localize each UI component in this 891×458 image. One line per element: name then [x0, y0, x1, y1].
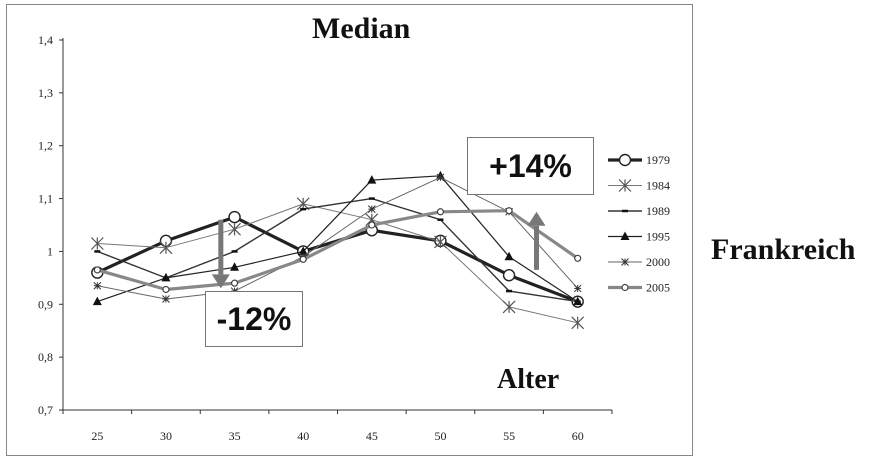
x-tick-label: 25 [91, 429, 103, 443]
chart-title: Median [312, 12, 411, 45]
data-point-2005 [93, 266, 101, 274]
legend-item-1989: 1989 [608, 204, 670, 218]
legend-label: 1984 [646, 179, 670, 193]
legend-swatch-marker [621, 258, 629, 266]
y-tick-label: 1,1 [38, 192, 53, 206]
series-line-1995 [97, 175, 579, 303]
data-point-1995 [92, 296, 102, 306]
data-point-2005 [299, 255, 307, 263]
data-point-1984 [159, 241, 173, 255]
series-line-2005 [96, 209, 579, 292]
x-tick-label: 60 [572, 429, 584, 443]
legend-item-1979: 1979 [608, 153, 670, 167]
data-point-1984 [571, 316, 585, 330]
legend-label: 2005 [646, 281, 670, 295]
series-1995 [92, 170, 583, 306]
data-point-2000 [162, 295, 170, 303]
legend-item-1995: 1995 [608, 230, 670, 244]
increase-callout: +14% [467, 137, 594, 195]
data-point-2000 [573, 284, 582, 293]
legend-item-1984: 1984 [608, 179, 670, 193]
data-point-2005 [230, 279, 239, 287]
legend-label: 1979 [646, 153, 670, 167]
legend-swatch-marker [618, 179, 632, 192]
legend-label: 1989 [646, 204, 670, 218]
data-point-2005 [505, 207, 513, 215]
y-tick-label: 1 [47, 244, 53, 258]
y-tick-label: 0,7 [38, 403, 53, 417]
y-tick-label: 0,8 [38, 350, 53, 364]
data-point-2000 [93, 281, 102, 290]
data-point-1995 [230, 262, 240, 271]
data-point-1995 [161, 272, 171, 282]
data-point-1995 [298, 246, 308, 255]
y-tick-label: 0,9 [38, 297, 53, 311]
annotation-arrow-head-1 [527, 211, 546, 226]
x-axis-label: Alter [497, 364, 560, 395]
data-point-1995 [367, 175, 377, 184]
data-point-2005 [436, 208, 445, 216]
data-point-1979 [228, 210, 241, 224]
x-tick-label: 50 [434, 429, 446, 443]
series-1984 [90, 197, 585, 330]
x-tick-label: 40 [297, 429, 309, 443]
country-label: Frankreich [711, 233, 856, 266]
decrease-callout: -12% [205, 291, 303, 347]
x-tick-label: 30 [160, 429, 172, 443]
series-line-1984 [97, 203, 578, 324]
x-tick-label: 45 [366, 429, 378, 443]
x-tick-label: 55 [503, 429, 515, 443]
data-point-1984 [228, 222, 241, 236]
legend-item-2005: 2005 [608, 281, 670, 295]
legend-swatch-marker [618, 153, 632, 167]
data-point-1984 [90, 237, 104, 250]
data-point-2005 [368, 221, 376, 229]
data-point-2000 [436, 173, 445, 182]
y-tick-label: 1,3 [38, 86, 53, 100]
legend-label: 1995 [646, 230, 670, 244]
data-point-1984 [434, 235, 447, 249]
chart-frame [6, 4, 693, 456]
legend-label: 2000 [646, 255, 670, 269]
y-tick-label: 1,2 [38, 139, 53, 153]
x-tick-label: 35 [229, 429, 241, 443]
series-line-2000 [97, 176, 579, 300]
data-point-1995 [504, 251, 514, 261]
series-2005 [93, 207, 582, 294]
series-line-1989 [97, 197, 578, 303]
data-point-1979 [502, 269, 516, 282]
legend-swatch-marker [620, 231, 630, 240]
legend-item-2000: 2000 [608, 255, 670, 269]
data-point-2000 [367, 205, 376, 213]
data-point-2005 [574, 254, 582, 262]
data-point-1995 [573, 296, 583, 306]
annotation-arrow-head-0 [211, 274, 230, 289]
y-tick-label: 1,4 [38, 33, 53, 47]
data-point-2005 [162, 285, 170, 294]
data-point-1984 [502, 300, 516, 314]
legend: 1979 1984 1989 1995 2000 2005 [608, 153, 670, 295]
legend-swatch-marker [621, 283, 629, 292]
